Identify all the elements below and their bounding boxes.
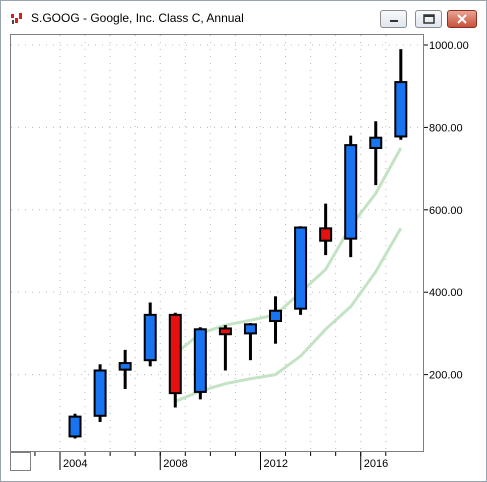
candle bbox=[294, 226, 308, 315]
candle-body bbox=[93, 369, 107, 417]
minimize-button[interactable] bbox=[380, 10, 407, 28]
candle-body bbox=[168, 313, 182, 395]
candle-body bbox=[193, 328, 207, 393]
candle-body bbox=[319, 227, 333, 242]
candle bbox=[218, 325, 232, 371]
candle-body bbox=[344, 144, 358, 240]
x-tick-label: 2008 bbox=[163, 458, 187, 470]
candle-body bbox=[294, 226, 308, 310]
candle-body bbox=[269, 309, 283, 323]
candle bbox=[369, 121, 383, 186]
axis-corner-box[interactable] bbox=[10, 452, 31, 471]
x-axis-labels: 2004 2008 2012 2016 bbox=[34, 452, 388, 470]
window-title: S.GOOG - Google, Inc. Class C, Annual bbox=[31, 11, 244, 25]
moving-average-line bbox=[174, 227, 403, 403]
chart-app-icon bbox=[10, 12, 24, 26]
y-axis-labels: 200.00 400.00 600.00 800.00 1000.00 bbox=[424, 40, 469, 382]
candle bbox=[319, 203, 333, 256]
candle bbox=[168, 312, 182, 408]
grid-lines bbox=[11, 35, 423, 451]
candle bbox=[93, 364, 107, 422]
x-tick-label: 2004 bbox=[63, 458, 87, 470]
candle bbox=[118, 349, 132, 390]
moving-average-line bbox=[174, 147, 403, 356]
title-bar[interactable]: S.GOOG - Google, Inc. Class C, Annual bbox=[1, 1, 486, 33]
y-axis: 200.00 400.00 600.00 800.00 1000.00 bbox=[424, 34, 480, 452]
y-tick-label: 200.00 bbox=[429, 370, 463, 382]
maximize-button[interactable] bbox=[415, 10, 442, 28]
candle bbox=[394, 49, 408, 140]
candle-body bbox=[369, 136, 383, 149]
x-tick-label: 2016 bbox=[364, 458, 388, 470]
close-button[interactable] bbox=[447, 10, 477, 28]
y-tick-label: 1000.00 bbox=[429, 40, 469, 52]
x-axis: 2004 2008 2012 2016 bbox=[10, 452, 480, 474]
y-tick-label: 800.00 bbox=[429, 122, 463, 134]
close-icon bbox=[457, 14, 467, 24]
candle-body bbox=[394, 81, 408, 138]
candle bbox=[68, 413, 82, 439]
minimize-icon bbox=[389, 20, 398, 22]
y-tick-label: 600.00 bbox=[429, 205, 463, 217]
maximize-icon bbox=[422, 14, 435, 24]
x-tick-label: 2012 bbox=[263, 458, 287, 470]
price-chart bbox=[11, 35, 423, 451]
candles bbox=[68, 49, 408, 439]
candle bbox=[344, 135, 358, 258]
candle-body bbox=[143, 313, 157, 362]
candle bbox=[269, 296, 283, 344]
moving-average-lines bbox=[174, 147, 403, 403]
candle-body bbox=[218, 327, 232, 336]
y-tick-label: 400.00 bbox=[429, 287, 463, 299]
candle bbox=[143, 302, 157, 367]
candle bbox=[243, 323, 257, 361]
candle-body bbox=[243, 323, 257, 335]
candle-body bbox=[118, 362, 132, 371]
candle bbox=[193, 327, 207, 400]
plot-area[interactable] bbox=[10, 34, 424, 452]
candle-body bbox=[68, 415, 82, 438]
